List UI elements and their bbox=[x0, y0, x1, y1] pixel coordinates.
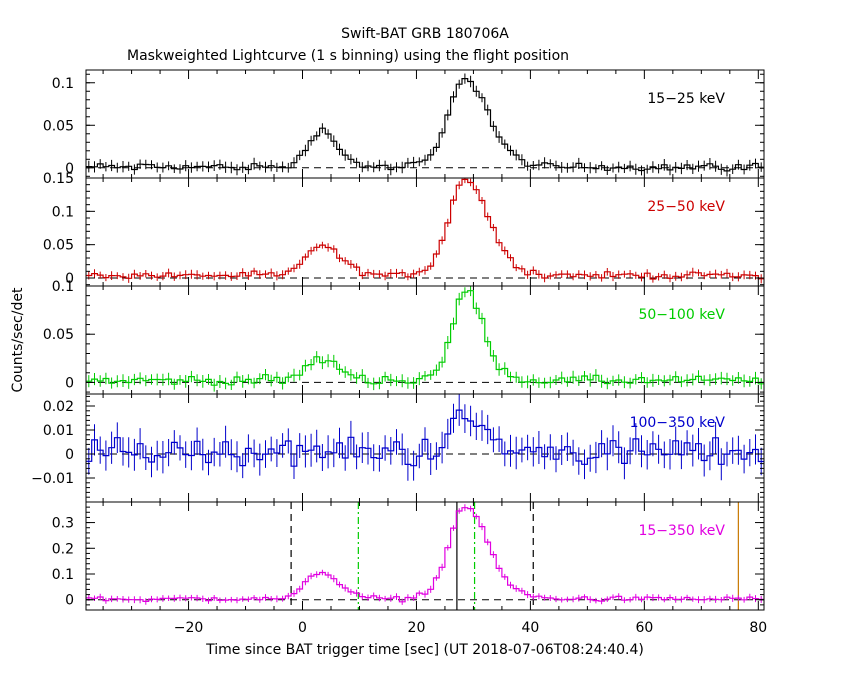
y-tick-label: 0.15 bbox=[43, 171, 74, 187]
error-bars bbox=[88, 504, 762, 605]
error-bars bbox=[88, 73, 762, 177]
series-line bbox=[86, 409, 764, 467]
lightcurve-series bbox=[86, 178, 764, 284]
x-axis-label: Time since BAT trigger time [sec] (UT 20… bbox=[205, 642, 644, 658]
series-line bbox=[86, 78, 764, 172]
energy-band-label: 25−50 keV bbox=[647, 199, 725, 215]
error-bars bbox=[88, 178, 762, 284]
y-tick-label: 0.1 bbox=[52, 204, 74, 220]
series-line bbox=[86, 290, 764, 386]
y-tick-label: 0 bbox=[65, 447, 74, 463]
chart-subtitle: Maskweighted Lightcurve (1 s binning) us… bbox=[127, 48, 569, 64]
y-tick-label: 0 bbox=[65, 593, 74, 609]
lightcurve-series bbox=[86, 394, 764, 481]
chart-title: Swift-BAT GRB 180706A bbox=[341, 26, 509, 42]
y-tick-label: 0.1 bbox=[52, 279, 74, 295]
y-tick-label: 0.1 bbox=[52, 76, 74, 92]
lightcurve-series bbox=[86, 504, 764, 605]
panel-2: 0 0.05 0.1 0.15 25−50 keV bbox=[43, 171, 765, 287]
y-tick-label: 0 bbox=[65, 375, 74, 391]
energy-band-label: 50−100 keV bbox=[638, 307, 725, 323]
lightcurve-series bbox=[86, 286, 764, 392]
x-tick-label: 60 bbox=[635, 620, 653, 636]
y-tick-label: 0 bbox=[65, 161, 74, 177]
error-bars bbox=[88, 394, 762, 481]
y-tick-label: 0.02 bbox=[43, 399, 74, 415]
panel-4: −0.01 0 0.01 0.02 100−350 keV bbox=[31, 393, 765, 503]
x-tick-label: 80 bbox=[749, 620, 767, 636]
series-line bbox=[86, 507, 764, 603]
y-tick-label: 0.1 bbox=[52, 567, 74, 583]
x-tick-label: 20 bbox=[408, 620, 426, 636]
y-tick-label: 0.3 bbox=[52, 516, 74, 532]
energy-band-label: 15−350 keV bbox=[638, 523, 725, 539]
y-tick-label: 0.01 bbox=[43, 423, 74, 439]
panel-5: 0 0.1 0.2 0.3 15−350 keV bbox=[52, 501, 765, 611]
energy-band-label: 100−350 keV bbox=[630, 415, 726, 431]
panel-3: 0 0.05 0.1 50−100 keV bbox=[43, 279, 765, 395]
y-axis-label: Counts/sec/det bbox=[10, 287, 26, 392]
series-line bbox=[86, 178, 764, 280]
y-tick-label: 0.05 bbox=[43, 118, 74, 134]
panel-1: 0 0.05 0.1 15−25 keV bbox=[43, 69, 765, 179]
y-tick-label: 0.2 bbox=[52, 541, 74, 557]
panel-frame bbox=[85, 501, 765, 611]
lightcurve-series bbox=[86, 73, 764, 177]
y-tick-label: −0.01 bbox=[31, 471, 74, 487]
y-tick-label: 0 bbox=[65, 271, 74, 287]
y-tick-label: 0.05 bbox=[43, 327, 74, 343]
x-tick-label: −20 bbox=[174, 620, 204, 636]
energy-band-label: 15−25 keV bbox=[647, 91, 725, 107]
x-tick-label: 40 bbox=[521, 620, 539, 636]
y-tick-label: 0.05 bbox=[43, 238, 74, 254]
x-tick-label: 0 bbox=[298, 620, 307, 636]
